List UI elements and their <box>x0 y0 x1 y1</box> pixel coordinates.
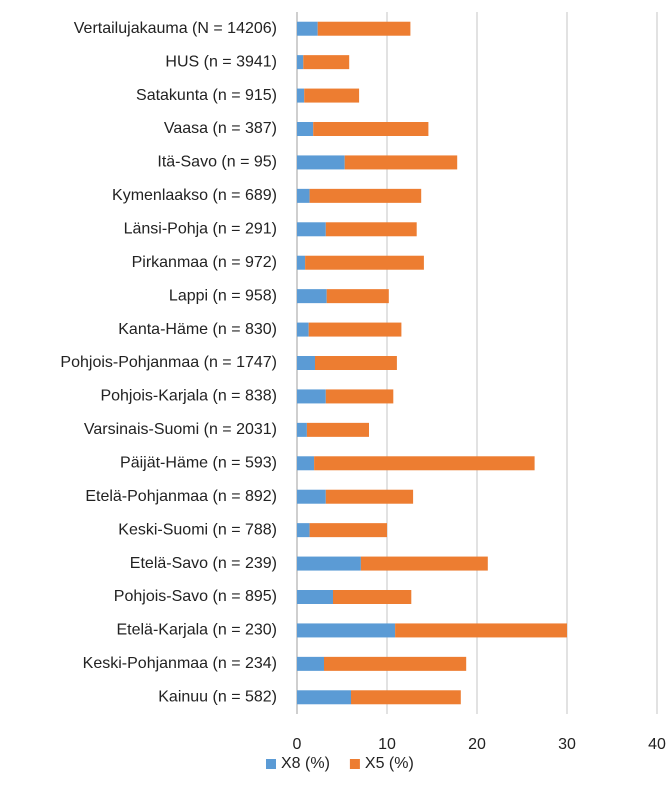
legend-swatch <box>349 759 360 769</box>
y-tick-label: Etelä-Karjala (n = 230) <box>116 622 277 639</box>
x-tick-label: 10 <box>378 736 396 753</box>
bar-segment <box>297 690 351 705</box>
bar-segment <box>297 88 305 103</box>
bar-segment <box>297 155 345 170</box>
bar-segment <box>360 556 488 571</box>
bar-segment <box>309 188 422 203</box>
legend-label: X8 (%) <box>281 755 330 772</box>
y-tick-label: Itä-Savo (n = 95) <box>157 154 277 171</box>
bar-segment <box>297 656 324 671</box>
bar-segment <box>317 21 411 36</box>
y-tick-label: Päijät-Häme (n = 593) <box>120 455 277 472</box>
bar-segment <box>297 456 315 471</box>
y-tick-label: Satakunta (n = 915) <box>136 87 277 104</box>
bar-segment <box>305 255 424 270</box>
bar-segment <box>297 590 333 604</box>
bar-segment <box>325 489 414 504</box>
y-tick-label: Pohjois-Savo (n = 895) <box>114 588 277 605</box>
bar-segment <box>297 322 309 337</box>
y-tick-label: Pirkanmaa (n = 972) <box>132 254 277 271</box>
y-tick-label: Kainuu (n = 582) <box>158 689 277 706</box>
x-tick-label: 0 <box>293 736 302 753</box>
bar-segment <box>395 623 567 638</box>
bar-segment <box>315 356 397 370</box>
y-tick-label: Keski-Pohjanmaa (n = 234) <box>83 655 277 672</box>
bar-segment <box>333 590 412 604</box>
bar-segment <box>306 422 369 437</box>
y-tick-label: Pohjois-Karjala (n = 838) <box>100 388 277 405</box>
bar-segment <box>297 122 314 136</box>
bar-segment <box>308 322 402 337</box>
bar-segment <box>325 222 417 237</box>
x-tick-label: 20 <box>468 736 486 753</box>
y-tick-label: Varsinais-Suomi (n = 2031) <box>84 421 277 438</box>
y-tick-label: HUS (n = 3941) <box>165 53 277 70</box>
bar-segment <box>297 55 304 70</box>
bar-segment <box>297 422 307 437</box>
bar-segment <box>309 523 387 538</box>
y-tick-label: Keski-Suomi (n = 788) <box>118 521 277 538</box>
bar-segment <box>297 21 318 36</box>
y-tick-label: Etelä-Pohjanmaa (n = 892) <box>85 488 277 505</box>
bar-segment <box>325 389 394 404</box>
bar-segment <box>297 356 315 370</box>
y-tick-label: Kanta-Häme (n = 830) <box>118 321 277 338</box>
bar-segment <box>303 55 350 70</box>
y-tick-label: Vertailujakauma (N = 14206) <box>74 20 277 37</box>
y-tick-label: Lappi (n = 958) <box>169 287 277 304</box>
bar-segment <box>297 389 326 404</box>
bar-segment <box>297 523 310 538</box>
bar-segment <box>297 623 396 638</box>
x-tick-label: 40 <box>648 736 666 753</box>
bar-segment <box>297 222 326 237</box>
y-tick-label: Pohjois-Pohjanmaa (n = 1747) <box>60 354 277 371</box>
bar-segment <box>324 656 467 671</box>
y-tick-label: Kymenlaakso (n = 689) <box>112 187 277 204</box>
bar-segment <box>326 289 389 304</box>
legend-swatch <box>266 759 276 769</box>
bar-segment <box>314 456 535 471</box>
bar-segment <box>297 188 310 203</box>
legend-label: X5 (%) <box>365 755 414 772</box>
bar-segment <box>344 155 458 170</box>
bar-segment <box>297 489 326 504</box>
bar-segment <box>297 556 361 571</box>
x-tick-label: 30 <box>558 736 576 753</box>
y-tick-label: Länsi-Pohja (n = 291) <box>124 221 277 238</box>
y-tick-label: Vaasa (n = 387) <box>164 120 277 137</box>
bar-segment <box>297 289 327 304</box>
bar-segment <box>351 690 461 705</box>
bar-segment <box>297 255 306 270</box>
bar-segment <box>304 88 360 103</box>
y-tick-label: Etelä-Savo (n = 239) <box>130 555 277 572</box>
bar-segment <box>313 122 429 136</box>
